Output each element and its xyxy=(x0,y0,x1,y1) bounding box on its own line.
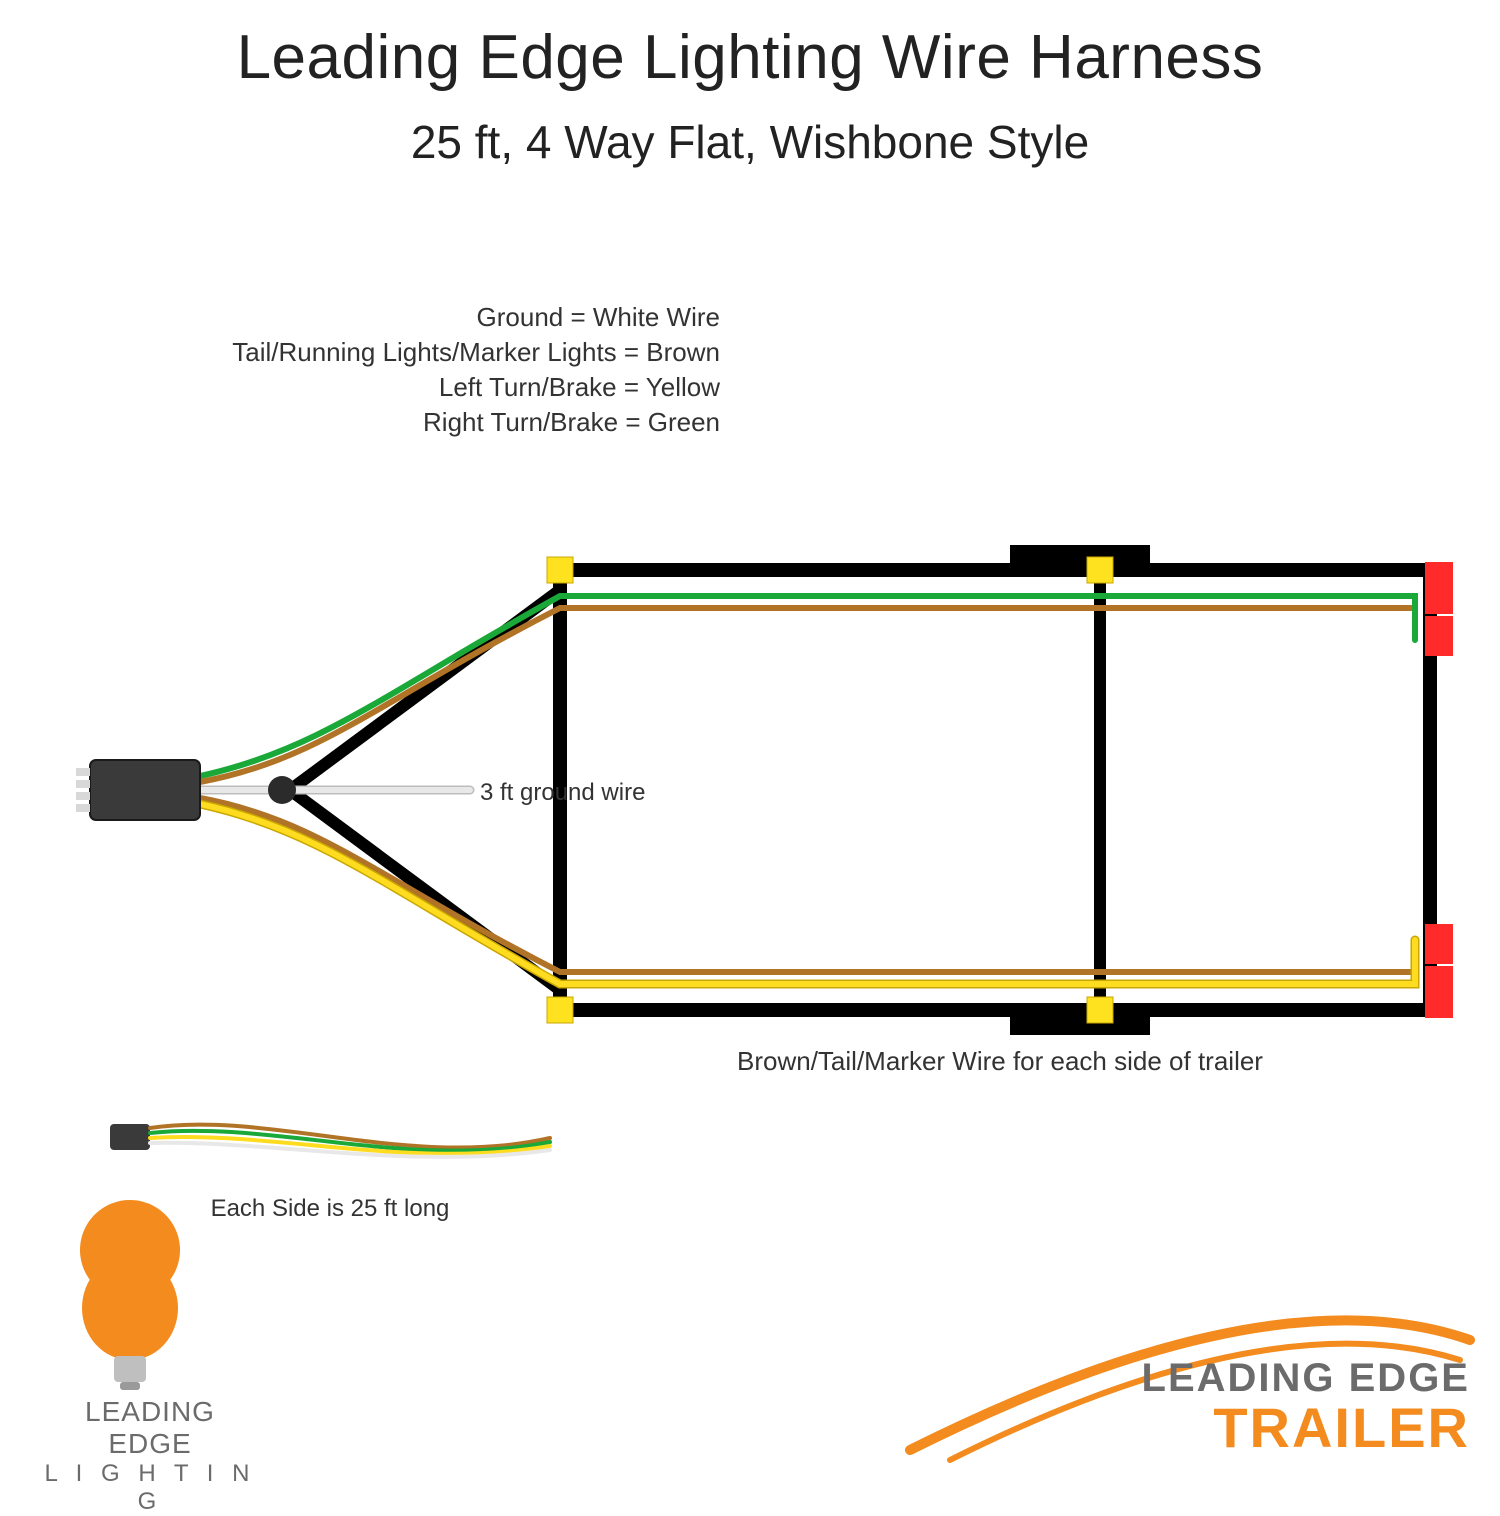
mini-harness xyxy=(110,1124,550,1157)
marker-light xyxy=(547,997,573,1023)
logo-line1: LEADING EDGE xyxy=(1142,1356,1470,1401)
page: Leading Edge Lighting Wire Harness 25 ft… xyxy=(0,0,1500,1500)
connector-4way xyxy=(76,760,200,820)
bulb-icon xyxy=(80,1200,180,1390)
logo-line1: LEADING EDGE xyxy=(40,1396,260,1460)
wiring-diagram: 3 ft ground wire Brown/Tail/Marker Wire f… xyxy=(0,0,1500,1500)
trailer-body xyxy=(560,570,1430,1010)
tail-light xyxy=(1425,966,1453,1018)
marker-light xyxy=(547,557,573,583)
marker-light xyxy=(1087,557,1113,583)
wire-yellow xyxy=(200,804,1415,984)
tail-light xyxy=(1425,562,1453,614)
tail-light xyxy=(1425,924,1453,964)
logo-line2: TRAILER xyxy=(1142,1401,1470,1454)
axle-pad xyxy=(1010,1005,1150,1035)
tail-light xyxy=(1425,616,1453,656)
logo-line2: L I G H T I N G xyxy=(40,1460,260,1516)
wire-brown-top xyxy=(200,608,1415,782)
mini-harness-caption: Each Side is 25 ft long xyxy=(110,1195,550,1223)
logo-leading-edge-lighting: LEADING EDGE L I G H T I N G xyxy=(40,1396,260,1516)
label-ground-wire: 3 ft ground wire xyxy=(480,779,645,806)
wire-green xyxy=(200,596,1415,776)
logo-leading-edge-trailer: LEADING EDGE TRAILER xyxy=(1142,1356,1470,1454)
hitch-ball xyxy=(268,776,296,804)
marker-light xyxy=(1087,997,1113,1023)
label-brown-wire: Brown/Tail/Marker Wire for each side of … xyxy=(737,1046,1263,1076)
axle-pad xyxy=(1010,545,1150,575)
wire-yellow xyxy=(200,804,1415,984)
